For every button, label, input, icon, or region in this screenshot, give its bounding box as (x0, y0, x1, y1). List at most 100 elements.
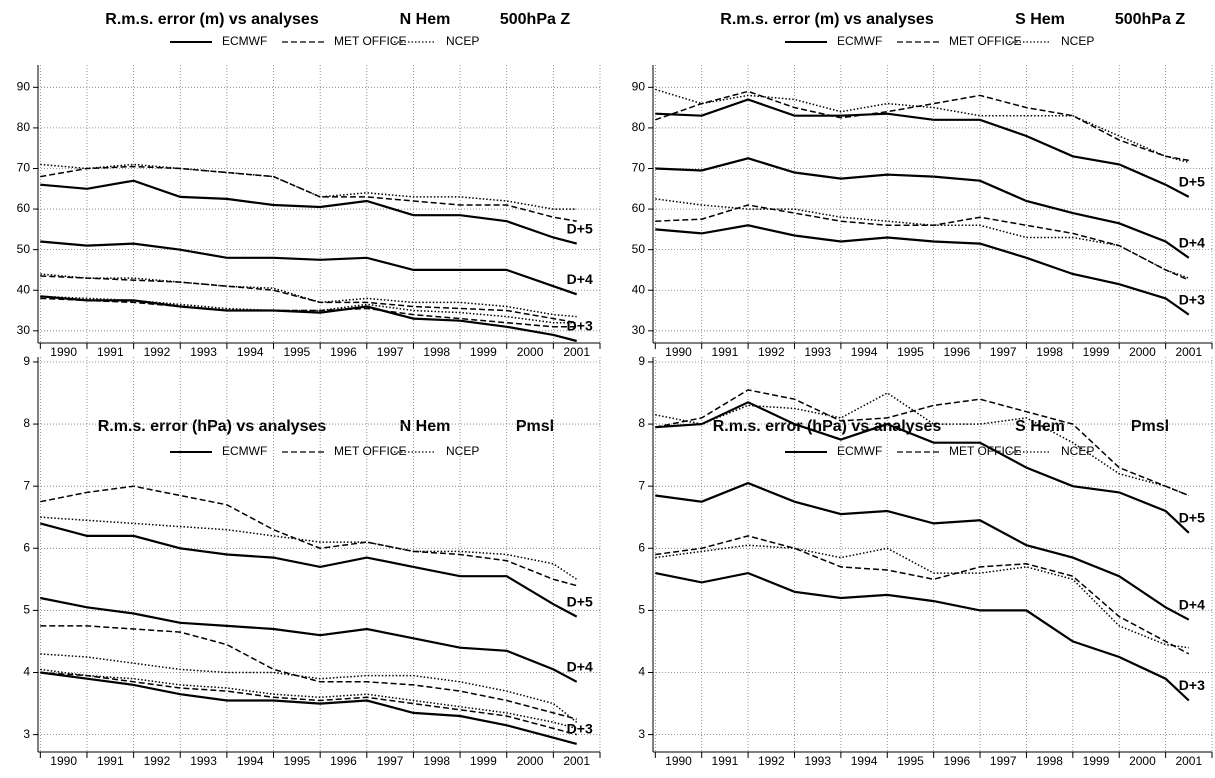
chart-title: R.m.s. error (m) vs analyses (720, 11, 934, 28)
field: 500hPa Z (500, 11, 570, 28)
y-tick-label: 6 (23, 540, 30, 554)
lead-time-label: D+5 (567, 220, 593, 236)
series-line (40, 179, 577, 245)
series-line (655, 392, 1190, 497)
y-tick-label: 70 (17, 161, 31, 175)
y-tick-label: 70 (632, 161, 646, 175)
x-tick-label: 1998 (1036, 345, 1063, 359)
x-tick-label: 1992 (758, 345, 785, 359)
x-tick-label: 2000 (517, 754, 544, 768)
x-tick-label: 1996 (944, 345, 971, 359)
y-tick-label: 3 (23, 727, 30, 741)
series-line (40, 273, 577, 318)
x-tick-label: 1992 (758, 754, 785, 768)
x-tick-label: 1994 (851, 754, 878, 768)
legend-label: MET OFFICE (334, 444, 406, 458)
y-tick-label: 9 (638, 354, 645, 368)
x-tick-label: 1998 (423, 345, 450, 359)
legend-label: ECMWF (222, 34, 267, 48)
y-tick-label: 90 (632, 79, 646, 93)
series-line (40, 653, 578, 723)
series-line (40, 240, 578, 296)
x-tick-label: 1999 (470, 345, 497, 359)
x-tick-label: 1997 (990, 754, 1017, 768)
y-tick-label: 50 (17, 242, 31, 256)
series-line (655, 98, 1190, 198)
x-tick-label: 1991 (712, 754, 739, 768)
x-tick-label: 2001 (563, 754, 590, 768)
legend-label: NCEP (1061, 34, 1094, 48)
y-tick-label: 30 (632, 323, 646, 337)
series-line (40, 165, 577, 222)
lead-time-label: D+3 (1179, 677, 1205, 693)
x-tick-label: 1994 (851, 345, 878, 359)
region: N Hem (400, 418, 451, 435)
series-line (655, 544, 1189, 649)
series-line (655, 401, 1190, 534)
x-tick-label: 1996 (330, 345, 357, 359)
region: S Hem (1015, 418, 1065, 435)
x-tick-label: 1998 (423, 754, 450, 768)
chart-title: R.m.s. error (hPa) vs analyses (98, 418, 327, 435)
y-tick-label: 40 (632, 282, 646, 296)
lead-time-label: D+4 (567, 271, 593, 287)
x-tick-label: 1996 (330, 754, 357, 768)
x-tick-label: 1993 (190, 754, 217, 768)
chart-title: R.m.s. error (m) vs analyses (105, 11, 319, 28)
y-tick-label: 60 (632, 201, 646, 215)
series-line (655, 90, 1189, 162)
series-line (40, 671, 577, 736)
legend-label: NCEP (446, 34, 479, 48)
x-tick-label: 2000 (517, 345, 544, 359)
x-tick-label: 1990 (665, 345, 692, 359)
series-line (655, 204, 1190, 281)
x-tick-label: 1997 (377, 754, 404, 768)
x-tick-label: 1999 (1083, 345, 1110, 359)
series-line (40, 275, 577, 324)
legend-label: ECMWF (222, 444, 267, 458)
x-tick-label: 1990 (50, 754, 77, 768)
y-tick-label: 7 (638, 478, 645, 492)
series-line (655, 571, 1190, 702)
x-tick-label: 2001 (563, 345, 590, 359)
series-line (40, 671, 577, 745)
y-tick-label: 50 (632, 242, 646, 256)
region: S Hem (1015, 11, 1065, 28)
x-tick-label: 1990 (50, 345, 77, 359)
y-tick-label: 90 (17, 79, 31, 93)
x-tick-label: 1994 (237, 754, 264, 768)
x-tick-label: 1999 (1083, 754, 1110, 768)
series-line (655, 389, 1190, 497)
x-tick-label: 1990 (665, 754, 692, 768)
field: 500hPa Z (1115, 11, 1185, 28)
legend-label: ECMWF (837, 34, 882, 48)
series-line (40, 596, 578, 683)
x-tick-label: 1994 (237, 345, 264, 359)
x-tick-label: 1992 (144, 345, 171, 359)
x-tick-label: 2001 (1175, 754, 1202, 768)
y-tick-label: 80 (632, 120, 646, 134)
y-tick-label: 7 (23, 478, 30, 492)
series-line (40, 295, 577, 324)
lead-time-label: D+4 (1179, 234, 1205, 250)
x-tick-label: 1995 (283, 754, 310, 768)
x-tick-label: 1991 (712, 345, 739, 359)
y-tick-label: 80 (17, 120, 31, 134)
y-tick-label: 5 (23, 603, 30, 617)
x-tick-label: 1993 (190, 345, 217, 359)
lead-time-label: D+4 (567, 659, 593, 675)
y-tick-label: 9 (23, 354, 30, 368)
x-tick-label: 1993 (804, 754, 831, 768)
lead-time-label: D+5 (567, 593, 593, 609)
y-tick-label: 30 (17, 323, 31, 337)
x-tick-label: 1992 (144, 754, 171, 768)
y-tick-label: 60 (17, 201, 31, 215)
x-tick-label: 1997 (377, 345, 404, 359)
x-tick-label: 1995 (283, 345, 310, 359)
y-tick-label: 3 (638, 727, 645, 741)
x-tick-label: 2000 (1129, 345, 1156, 359)
x-tick-label: 1995 (897, 345, 924, 359)
y-tick-label: 8 (638, 416, 645, 430)
legend-label: MET OFFICE (334, 34, 406, 48)
y-tick-label: 6 (638, 540, 645, 554)
